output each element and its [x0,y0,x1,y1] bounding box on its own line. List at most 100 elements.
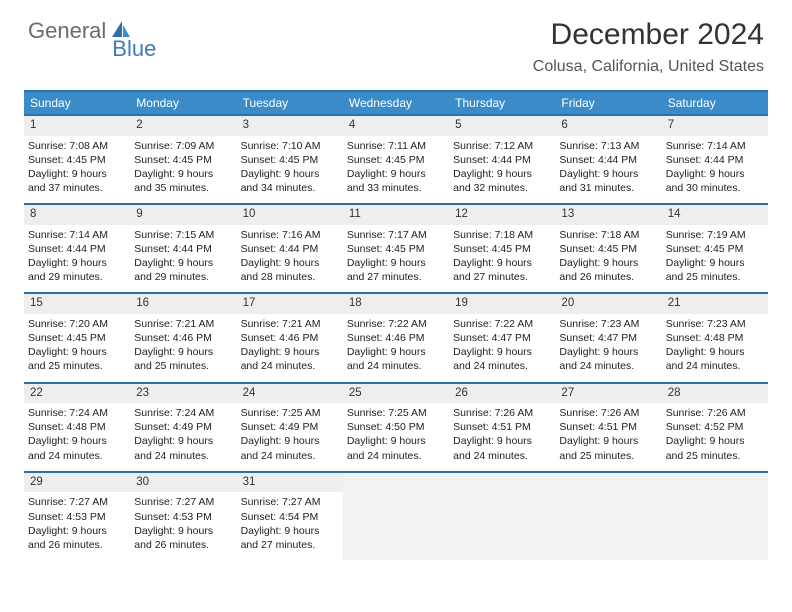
day-number: 7 [662,116,768,136]
daylight-text: and 25 minutes. [666,270,764,284]
day-number: 14 [662,205,768,225]
daylight-text: Daylight: 9 hours [134,345,232,359]
day-cell: 24Sunrise: 7:25 AMSunset: 4:49 PMDayligh… [237,384,343,471]
week-row: 22Sunrise: 7:24 AMSunset: 4:48 PMDayligh… [24,382,768,471]
sunset-text: Sunset: 4:46 PM [347,331,445,345]
daylight-text: Daylight: 9 hours [134,167,232,181]
daylight-text: Daylight: 9 hours [241,167,339,181]
weekday-header: Monday [130,92,236,114]
sunset-text: Sunset: 4:48 PM [666,331,764,345]
day-cell: 3Sunrise: 7:10 AMSunset: 4:45 PMDaylight… [237,116,343,203]
day-cell: 22Sunrise: 7:24 AMSunset: 4:48 PMDayligh… [24,384,130,471]
daylight-text: Daylight: 9 hours [666,167,764,181]
calendar-grid: SundayMondayTuesdayWednesdayThursdayFrid… [24,90,768,560]
weekday-header: Tuesday [237,92,343,114]
daylight-text: Daylight: 9 hours [347,167,445,181]
sunset-text: Sunset: 4:51 PM [559,420,657,434]
daylight-text: Daylight: 9 hours [134,256,232,270]
weekday-header: Saturday [662,92,768,114]
day-number: 18 [343,294,449,314]
daylight-text: and 24 minutes. [559,359,657,373]
day-number: 15 [24,294,130,314]
weekday-header-row: SundayMondayTuesdayWednesdayThursdayFrid… [24,92,768,114]
daylight-text: Daylight: 9 hours [134,524,232,538]
sunset-text: Sunset: 4:45 PM [241,153,339,167]
day-number: 28 [662,384,768,404]
weekday-header: Sunday [24,92,130,114]
day-cell: 2Sunrise: 7:09 AMSunset: 4:45 PMDaylight… [130,116,236,203]
empty-day-cell [662,473,768,560]
day-cell: 10Sunrise: 7:16 AMSunset: 4:44 PMDayligh… [237,205,343,292]
sunset-text: Sunset: 4:45 PM [347,153,445,167]
day-number: 20 [555,294,661,314]
sunset-text: Sunset: 4:44 PM [28,242,126,256]
daylight-text: Daylight: 9 hours [347,256,445,270]
sunset-text: Sunset: 4:47 PM [559,331,657,345]
daylight-text: and 32 minutes. [453,181,551,195]
empty-day-cell [555,473,661,560]
daylight-text: and 25 minutes. [559,449,657,463]
daylight-text: and 27 minutes. [347,270,445,284]
daylight-text: and 31 minutes. [559,181,657,195]
weekday-header: Wednesday [343,92,449,114]
day-cell: 30Sunrise: 7:27 AMSunset: 4:53 PMDayligh… [130,473,236,560]
day-cell: 19Sunrise: 7:22 AMSunset: 4:47 PMDayligh… [449,294,555,381]
daylight-text: Daylight: 9 hours [559,167,657,181]
daylight-text: Daylight: 9 hours [241,434,339,448]
daylight-text: Daylight: 9 hours [28,167,126,181]
day-cell: 13Sunrise: 7:18 AMSunset: 4:45 PMDayligh… [555,205,661,292]
daylight-text: and 24 minutes. [347,359,445,373]
daylight-text: Daylight: 9 hours [453,167,551,181]
day-number: 27 [555,384,661,404]
sunrise-text: Sunrise: 7:21 AM [241,317,339,331]
daylight-text: and 24 minutes. [453,449,551,463]
daylight-text: and 24 minutes. [241,449,339,463]
sunrise-text: Sunrise: 7:20 AM [28,317,126,331]
day-cell: 14Sunrise: 7:19 AMSunset: 4:45 PMDayligh… [662,205,768,292]
day-number: 21 [662,294,768,314]
day-cell: 18Sunrise: 7:22 AMSunset: 4:46 PMDayligh… [343,294,449,381]
sunrise-text: Sunrise: 7:11 AM [347,139,445,153]
day-number: 4 [343,116,449,136]
weeks-container: 1Sunrise: 7:08 AMSunset: 4:45 PMDaylight… [24,114,768,560]
day-cell: 4 Sunrise: 7:11 AMSunset: 4:45 PMDaylight… [343,116,449,203]
month-title: December 2024 [533,18,764,52]
daylight-text: Daylight: 9 hours [453,434,551,448]
daylight-text: and 26 minutes. [559,270,657,284]
sunset-text: Sunset: 4:44 PM [134,242,232,256]
day-cell: 28Sunrise: 7:26 AMSunset: 4:52 PMDayligh… [662,384,768,471]
daylight-text: Daylight: 9 hours [241,345,339,359]
sunset-text: Sunset: 4:49 PM [241,420,339,434]
sunrise-text: Sunrise: 7:22 AM [453,317,551,331]
sunset-text: Sunset: 4:53 PM [134,510,232,524]
daylight-text: and 29 minutes. [134,270,232,284]
day-number: 6 [555,116,661,136]
sunrise-text: Sunrise: 7:10 AM [241,139,339,153]
empty-day-cell [449,473,555,560]
sunrise-text: Sunrise: 7:13 AM [559,139,657,153]
daylight-text: Daylight: 9 hours [559,434,657,448]
sunset-text: Sunset: 4:44 PM [453,153,551,167]
daylight-text: and 37 minutes. [28,181,126,195]
weekday-header: Friday [555,92,661,114]
week-row: 15Sunrise: 7:20 AMSunset: 4:45 PMDayligh… [24,292,768,381]
day-number: 30 [130,473,236,493]
day-number: 24 [237,384,343,404]
daylight-text: Daylight: 9 hours [28,256,126,270]
daylight-text: Daylight: 9 hours [559,345,657,359]
daylight-text: Daylight: 9 hours [241,524,339,538]
day-number: 11 [343,205,449,225]
day-cell: 9Sunrise: 7:15 AMSunset: 4:44 PMDaylight… [130,205,236,292]
sunrise-text: Sunrise: 7:09 AM [134,139,232,153]
sunrise-text: Sunrise: 7:22 AM [347,317,445,331]
day-number [449,473,555,493]
day-number: 8 [24,205,130,225]
day-cell: 6Sunrise: 7:13 AMSunset: 4:44 PMDaylight… [555,116,661,203]
sunrise-text: Sunrise: 7:14 AM [666,139,764,153]
weekday-header: Thursday [449,92,555,114]
sunrise-text: Sunrise: 7:24 AM [134,406,232,420]
sunrise-text: Sunrise: 7:19 AM [666,228,764,242]
sunrise-text: Sunrise: 7:27 AM [241,495,339,509]
day-cell: 15Sunrise: 7:20 AMSunset: 4:45 PMDayligh… [24,294,130,381]
sunrise-text: Sunrise: 7:08 AM [28,139,126,153]
